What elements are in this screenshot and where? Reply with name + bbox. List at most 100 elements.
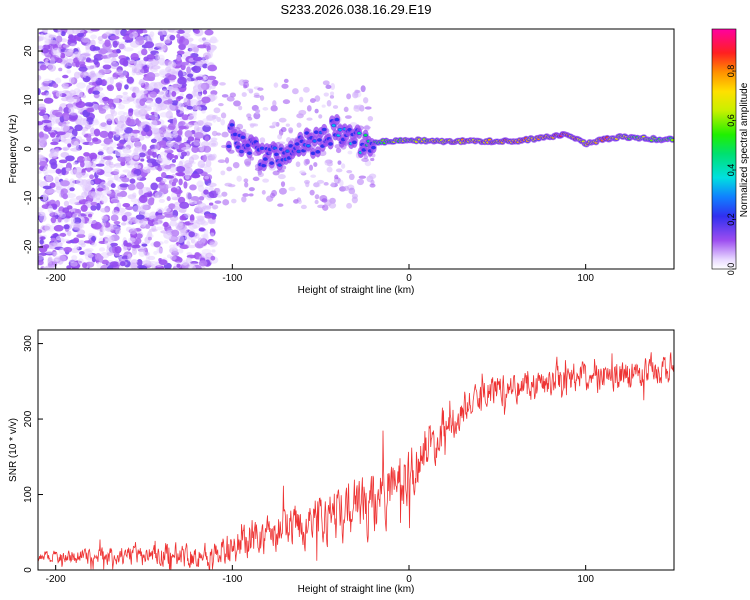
spectrogram-cell — [229, 123, 235, 127]
spectrogram-cell — [191, 67, 196, 71]
snr-y-tick-label: 0 — [23, 567, 34, 573]
spectrogram-cell — [288, 186, 296, 192]
spectrogram-cell — [92, 221, 102, 230]
spectrogram-cell — [171, 158, 177, 163]
spectrogram-cell — [49, 132, 56, 138]
spectrogram-cell — [177, 95, 184, 100]
spectrogram-cell — [295, 161, 301, 168]
spectrogram-cell — [130, 258, 138, 264]
spectrogram-cell — [203, 75, 208, 81]
spectrogram-cell — [177, 171, 185, 177]
spectrogram-cell — [128, 32, 137, 39]
spectrogram-x-axis-label: Height of straight line (km) — [298, 285, 415, 296]
colorbar: 0.0 0.2 0.4 0.6 0.8 Normalized spectral ampl… — [711, 28, 750, 275]
spectrogram-cell — [121, 94, 130, 100]
spectrogram-cell — [38, 121, 44, 126]
spectrogram-cell — [164, 164, 172, 170]
spectrogram-cell — [179, 93, 185, 97]
spectrogram-cell — [72, 161, 78, 166]
spectrogram-cell — [114, 211, 124, 216]
spectrogram-cell — [42, 185, 52, 190]
spectrogram-cell — [127, 183, 136, 191]
spectrogram-cell — [52, 83, 59, 88]
spectrogram-cell — [182, 32, 191, 38]
spectrogram-cell — [255, 109, 261, 113]
spectrogram-cell — [106, 84, 115, 92]
spectrogram-cell — [176, 109, 181, 114]
spectrogram-cell — [170, 229, 180, 237]
spectrogram-cell — [203, 189, 209, 195]
spectrogram-cell — [202, 205, 212, 210]
spectrogram-cell — [131, 129, 140, 134]
spectrogram-cell — [89, 152, 98, 160]
spectrogram-cell — [98, 95, 104, 104]
spectrogram-cell — [324, 159, 330, 166]
spectrogram-cell — [100, 264, 109, 269]
spectrogram-cell — [46, 169, 57, 174]
spectrogram-cell — [134, 111, 143, 118]
spectrogram-cell — [150, 138, 157, 144]
spectrogram-cell — [113, 168, 120, 175]
spectrogram-cell — [244, 181, 249, 188]
spectrogram-cell — [38, 103, 46, 110]
spectrogram-cell — [138, 152, 146, 158]
spectrogram-cell — [154, 142, 160, 151]
spectrogram-cell — [170, 192, 177, 199]
spectrogram-cell — [139, 208, 146, 216]
spectrogram-cell — [129, 227, 137, 235]
spectrogram-cell — [194, 29, 200, 34]
spectrogram-cell — [96, 187, 104, 192]
spectrogram-cell — [149, 31, 155, 38]
spectrogram-cell — [157, 29, 165, 36]
spectrogram-cell — [101, 215, 109, 222]
spectrogram-cell — [38, 214, 47, 222]
spectrogram-cell — [124, 133, 131, 141]
spectrogram-cell — [305, 181, 310, 188]
spectrogram-cell — [38, 126, 45, 130]
spectrogram-cell — [109, 76, 114, 85]
spectrogram-cell — [185, 174, 190, 180]
spectrogram-cell — [138, 68, 145, 75]
spectrogram-cell — [193, 139, 201, 146]
spectrogram-cell — [169, 165, 177, 174]
spectrogram-cell — [92, 103, 100, 111]
spectrogram-cell — [308, 164, 314, 171]
snr-y-axis-label: SNR (10 * v/v) — [8, 418, 19, 482]
spectrogram-cell — [331, 124, 336, 127]
spectrogram-cell — [323, 92, 329, 97]
spectrogram-cell — [173, 178, 179, 184]
spectrogram-cell — [68, 77, 75, 84]
spectrogram-cell — [221, 131, 229, 138]
spectrogram-cell — [242, 193, 250, 197]
spectrogram-cell — [131, 152, 140, 159]
spectrogram-cell — [369, 183, 376, 188]
spectrogram-cell — [135, 233, 143, 239]
spectrogram-cell — [174, 154, 179, 160]
spectrogram-cell — [44, 92, 52, 100]
spectrogram-cell — [266, 195, 274, 202]
spectrogram-cell — [207, 49, 214, 54]
spectrogram-cell — [111, 29, 121, 35]
spectrogram-cell — [141, 243, 148, 247]
spectrogram-cell — [150, 116, 156, 121]
spectrogram-cell — [326, 100, 332, 107]
spectrogram-cell — [40, 236, 46, 240]
spectrogram-cell — [109, 261, 119, 268]
spectrogram-cell — [136, 181, 145, 190]
spectrogram-cell — [62, 44, 70, 48]
spectrogram-cell — [306, 105, 312, 112]
spectrogram-cell — [82, 160, 92, 169]
spectrogram-cell — [108, 235, 115, 243]
spectrogram-cell — [197, 184, 205, 193]
spectrogram-cell — [102, 64, 112, 70]
spectrogram-cell — [328, 202, 337, 209]
spectrogram-cell — [130, 198, 139, 203]
spectrogram-cell — [190, 173, 201, 179]
spectrogram-cell — [86, 107, 95, 113]
spectrogram-cell — [102, 106, 111, 110]
spectrogram-cell — [204, 122, 213, 127]
spectrogram-cell — [132, 205, 142, 213]
spectrogram-cell — [150, 65, 161, 70]
spectrogram-cell — [146, 233, 154, 239]
spectrogram-cell — [123, 112, 129, 116]
